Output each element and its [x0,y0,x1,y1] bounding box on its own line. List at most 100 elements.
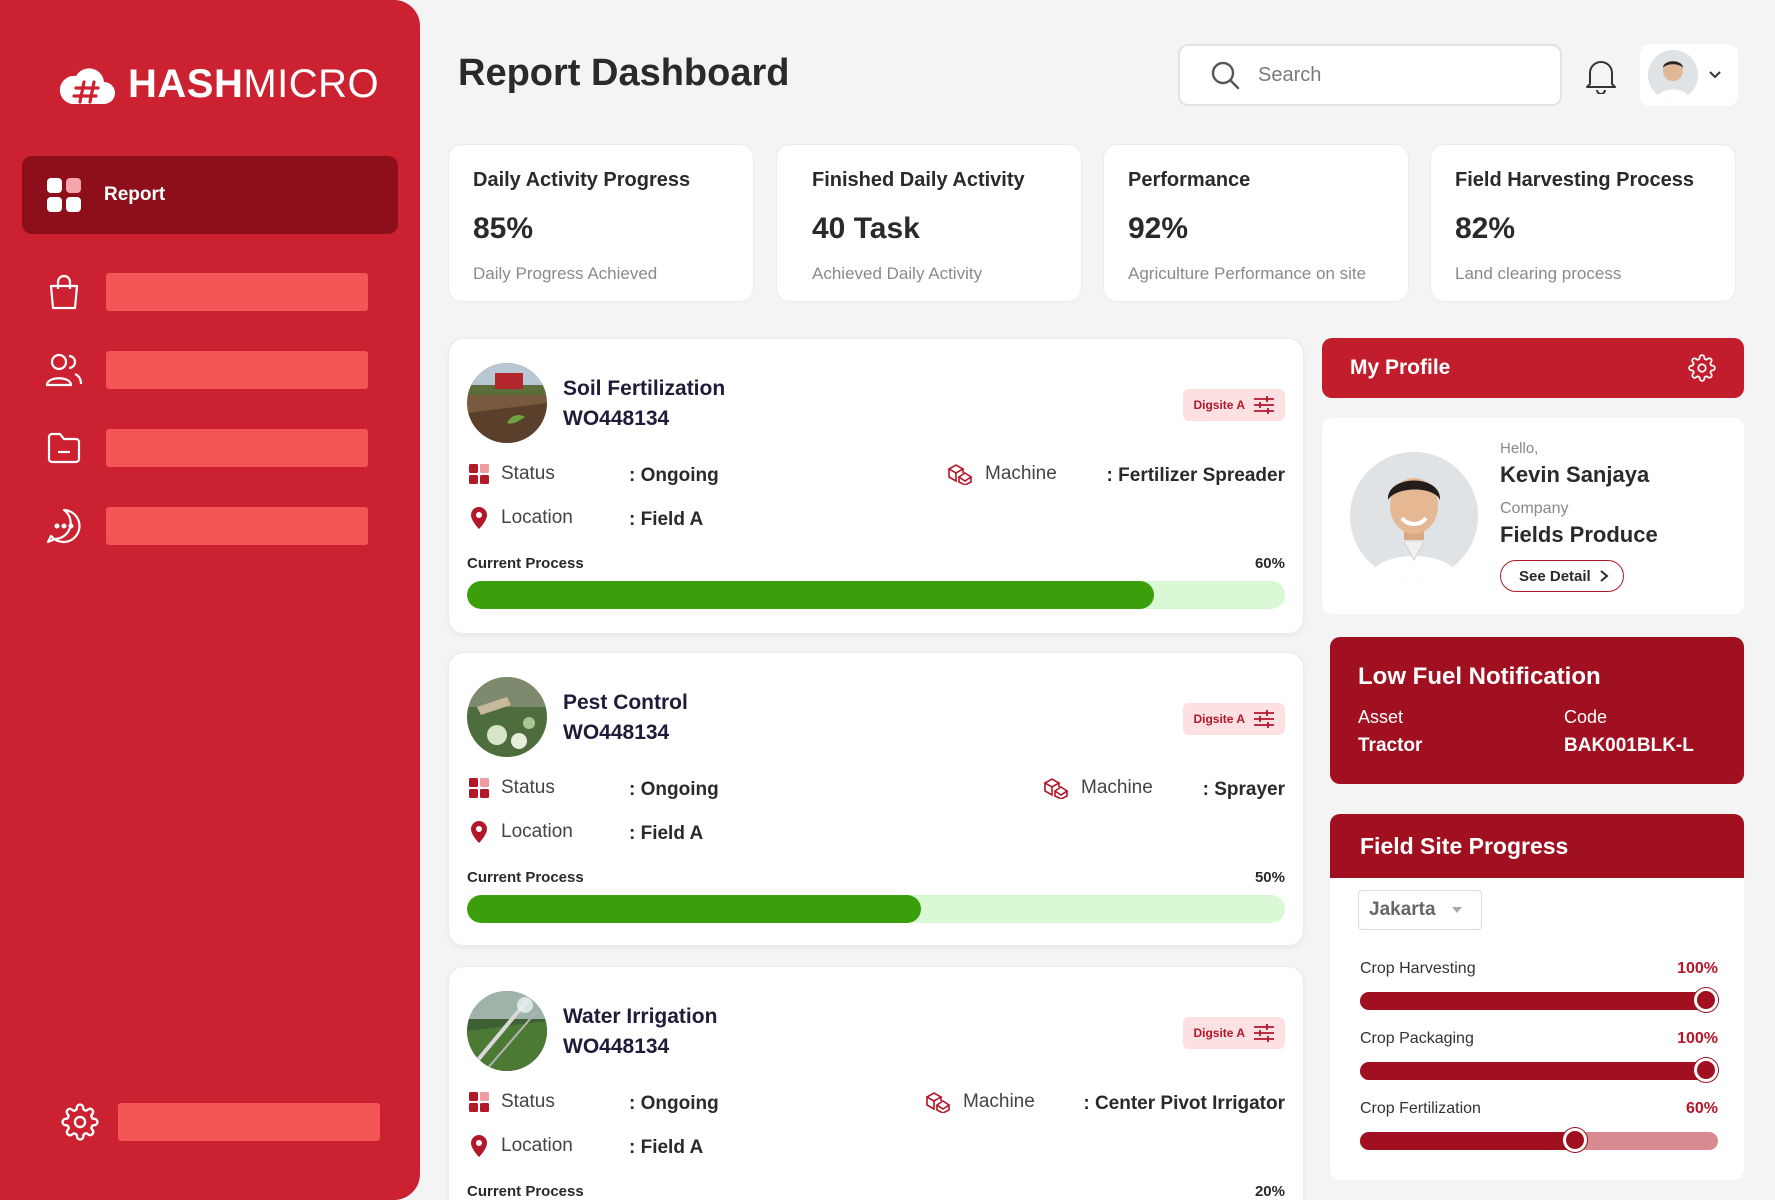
task-code: WO448134 [563,1035,670,1058]
machine-value: : Center Pivot Irrigator [1083,1093,1285,1114]
machine-label: Machine [1081,777,1153,798]
stat-card-performance: Performance 92% Agriculture Performance … [1103,144,1409,302]
user-name: Kevin Sanjaya [1500,462,1650,487]
task-card-water-irrigation[interactable]: Water Irrigation WO448134 Digsite A Stat… [448,966,1304,1200]
location-value: : Field A [629,823,704,844]
hashmicro-logo[interactable]: HASHMICRO [58,62,379,107]
digsite-badge-label: Digsite A [1193,1026,1245,1040]
chevron-down-icon [1709,71,1721,79]
status-label: Status [501,1091,555,1112]
progress-percent: 60% [1685,1100,1718,1117]
slider-fill [1360,1132,1575,1150]
my-profile-header: My Profile [1322,338,1744,398]
search-icon [1211,61,1240,90]
digsite-badge[interactable]: Digsite A [1183,703,1285,735]
chat-bubble-icon [44,506,84,546]
status-value: : Ongoing [629,779,719,800]
sidebar-item-users[interactable] [44,350,370,390]
sidebar: HASHMICRO Report [0,0,420,1200]
sidebar-item-chat[interactable] [44,506,370,546]
process-percent: 20% [1254,1183,1285,1200]
stat-subtitle: Achieved Daily Activity [812,264,983,283]
search-input[interactable] [1258,63,1538,87]
digsite-badge[interactable]: Digsite A [1183,389,1285,421]
location-value: : Field A [629,1137,704,1158]
progress-percent: 100% [1677,960,1718,977]
task-name: Pest Control [563,691,688,714]
progress-label: Crop Harvesting [1360,960,1476,977]
shopping-bag-icon [44,272,84,312]
sidebar-item-settings[interactable] [60,1102,380,1142]
status-grid-icon [469,464,489,484]
logo-text-light: MICRO [243,62,380,106]
sidebar-item-shop[interactable] [44,272,370,312]
process-label: Current Process [467,1183,584,1200]
status-value: : Ongoing [629,1093,719,1114]
task-thumbnail [467,363,547,443]
machine-boxes-icon [947,464,973,485]
progress-label: Crop Fertilization [1360,1100,1481,1117]
filter-sliders-icon [1254,710,1274,728]
task-thumbnail [467,677,547,757]
slider-fill [1360,992,1718,1010]
stat-subtitle: Agriculture Performance on site [1128,264,1367,283]
gear-icon [60,1102,100,1142]
stat-value: 85% [473,212,534,245]
task-card-pest-control[interactable]: Pest Control WO448134 Digsite A Status :… [448,652,1304,946]
my-profile-card: Hello, Kevin Sanjaya Company Fields Prod… [1322,418,1744,614]
field-site-progress-panel: Field Site Progress Jakarta Crop Harvest… [1330,814,1744,1180]
stat-title: Daily Activity Progress [473,169,691,191]
code-value: BAK001BLK-L [1564,735,1694,756]
progress-slider[interactable] [1360,1058,1718,1082]
caret-down-icon [1451,907,1462,913]
slider-knob[interactable] [1562,1128,1587,1152]
logo-text-bold: HASH [128,62,244,106]
task-card-soil-fertilization[interactable]: Soil Fertilization WO448134 Digsite A St… [448,338,1304,634]
slider-knob[interactable] [1694,1058,1718,1082]
stat-card-harvesting: Field Harvesting Process 82% Land cleari… [1430,144,1736,302]
location-pin-icon [471,1135,487,1157]
asset-label: Asset [1358,707,1404,727]
avatar [1648,50,1698,100]
task-name: Soil Fertilization [563,377,726,400]
progress-slider[interactable] [1360,1128,1718,1152]
user-menu[interactable] [1640,44,1738,106]
sidebar-item-report[interactable]: Report [22,156,398,234]
process-progress-bar [467,581,1285,609]
location-select[interactable]: Jakarta [1358,890,1482,930]
task-name: Water Irrigation [563,1005,718,1028]
process-label: Current Process [467,869,584,886]
progress-slider[interactable] [1360,988,1718,1012]
task-code: WO448134 [563,407,670,430]
search-box[interactable] [1178,44,1562,106]
status-label: Status [501,777,555,798]
dashboard-grid-icon [47,178,81,212]
machine-value: : Sprayer [1202,779,1285,800]
sidebar-item-folder[interactable] [44,428,370,468]
machine-value: : Fertilizer Spreader [1106,465,1285,486]
digsite-badge-label: Digsite A [1193,712,1245,726]
digsite-badge[interactable]: Digsite A [1183,1017,1285,1049]
stat-value: 92% [1128,212,1189,245]
stat-card-daily-progress: Daily Activity Progress 85% Daily Progre… [448,144,754,302]
users-icon [44,350,84,390]
stat-subtitle: Daily Progress Achieved [473,264,658,283]
process-percent: 60% [1254,555,1285,572]
process-progress-fill [467,581,1155,609]
task-code: WO448134 [563,721,670,744]
slider-knob[interactable] [1694,988,1718,1012]
progress-label: Crop Packaging [1360,1030,1474,1047]
filter-sliders-icon [1254,1024,1274,1042]
greeting-text: Hello, [1500,440,1539,457]
progress-percent: 100% [1677,1030,1718,1047]
bell-icon[interactable] [1584,58,1618,94]
sidebar-item-placeholder [106,507,368,545]
gear-icon[interactable] [1688,354,1716,382]
low-fuel-notification[interactable]: Low Fuel Notification Asset Tractor Code… [1330,637,1744,784]
company-label: Company [1500,500,1569,517]
my-profile-title: My Profile [1350,356,1451,379]
stat-card-finished-activity: Finished Daily Activity 40 Task Achieved… [776,144,1082,302]
location-pin-icon [471,507,487,529]
status-label: Status [501,463,555,484]
see-detail-button[interactable]: See Detail [1500,560,1624,592]
